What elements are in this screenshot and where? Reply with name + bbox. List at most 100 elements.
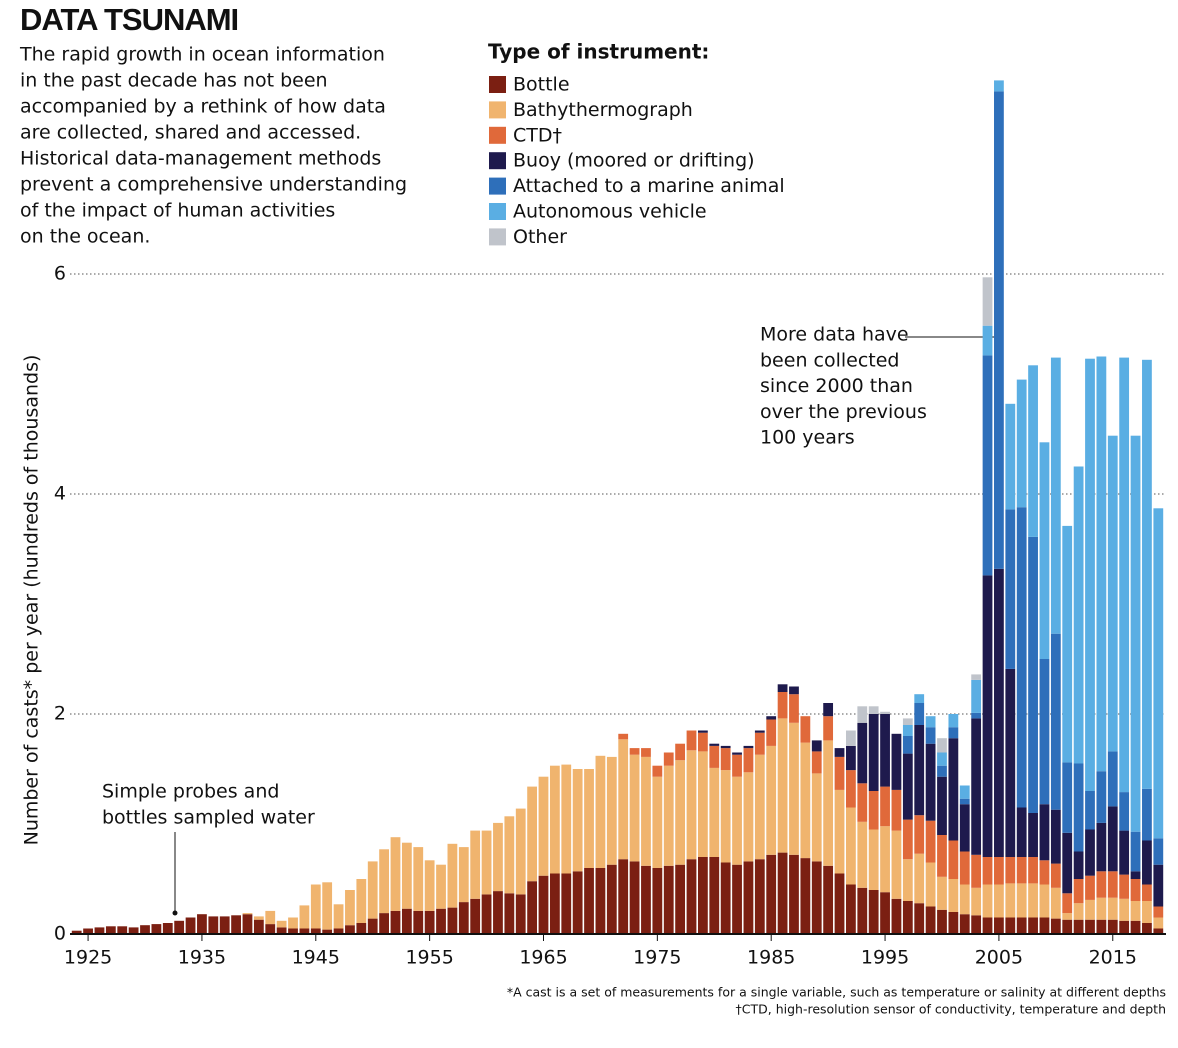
bar-segment: [1028, 813, 1038, 857]
bar-segment: [971, 712, 982, 719]
bar-segment: [823, 740, 834, 866]
legend-swatch: [489, 126, 506, 144]
bar-segment: [1142, 923, 1152, 934]
bar-segment: [561, 873, 572, 934]
bar-segment: [937, 776, 947, 835]
legend-swatch: [489, 152, 506, 170]
bar-segment: [481, 894, 492, 934]
bar-segment: [789, 722, 799, 855]
bar-segment: [265, 910, 276, 925]
bar-segment: [1119, 830, 1130, 875]
bar-segment: [299, 905, 310, 929]
subtitle-line: of the impact of human activities: [20, 200, 335, 222]
bar-segment: [994, 884, 1004, 918]
bar-segment: [618, 859, 629, 934]
bar-segment: [880, 826, 890, 893]
bar-segment: [584, 769, 594, 868]
bar-segment: [1028, 857, 1038, 884]
bar-segment: [720, 748, 731, 771]
bar-segment: [652, 868, 663, 934]
bar-segment: [914, 853, 925, 904]
bar-segment: [834, 748, 845, 757]
bar-segment: [846, 884, 856, 934]
bar-segment: [1096, 822, 1107, 872]
bar-segment: [1085, 919, 1095, 934]
bar-segment: [128, 927, 139, 934]
bar-segment: [834, 873, 845, 934]
bar-segment: [549, 873, 560, 934]
legend-label: Attached to a marine animal: [513, 175, 785, 197]
bar-segment: [515, 894, 526, 934]
annotation-line: over the previous: [760, 401, 927, 423]
bar-segment: [481, 830, 492, 895]
bar-segment: [697, 751, 708, 857]
bar-segment: [1142, 901, 1152, 923]
bar-segment: [777, 692, 788, 719]
bar-segment: [641, 865, 651, 934]
bar-segment: [959, 914, 970, 934]
bar-segment: [1005, 857, 1016, 884]
bar-segment: [1005, 509, 1016, 669]
bar-segment: [686, 750, 697, 860]
bar-segment: [1107, 806, 1118, 872]
bar-segment: [242, 913, 253, 915]
bar-segment: [1039, 860, 1050, 885]
legend-label: Buoy (moored or drifting): [513, 150, 755, 172]
bar-segment: [527, 881, 538, 934]
bar-segment: [1028, 883, 1038, 918]
bar-segment: [504, 893, 515, 934]
bar-segment: [1119, 920, 1130, 934]
bar-segment: [333, 904, 344, 929]
subtitle-line: are collected, shared and accessed.: [20, 122, 361, 144]
bar-segment: [322, 882, 333, 930]
annotation-line: 100 years: [760, 427, 855, 449]
bar-segment: [1085, 791, 1095, 830]
bar-segment: [732, 752, 742, 755]
bar-segment: [994, 91, 1004, 569]
bar-segment: [1107, 751, 1118, 807]
bar-segment: [1085, 358, 1095, 791]
legend-label: Bottle: [513, 74, 570, 96]
bar-segment: [538, 875, 549, 934]
bar-segment: [834, 789, 845, 874]
bar-segment: [982, 355, 993, 576]
bar-segment: [470, 898, 481, 934]
bar-segment: [686, 730, 697, 751]
bar-segment: [709, 767, 720, 857]
bar-segment: [117, 926, 128, 934]
bar-segment: [925, 743, 936, 821]
bar-segment: [401, 842, 412, 909]
bar-segment: [709, 745, 720, 768]
bar-segment: [937, 752, 947, 766]
bar-segment: [789, 686, 799, 695]
x-tick-label: 1925: [64, 947, 112, 969]
bar-segment: [1073, 763, 1084, 852]
bar-segment: [914, 703, 925, 725]
bar-segment: [1016, 807, 1027, 857]
bar-segment: [572, 871, 583, 934]
bar-segment: [994, 80, 1004, 92]
bar-segment: [971, 854, 982, 888]
bar-segment: [800, 716, 811, 743]
bar-segment: [367, 918, 378, 934]
bar-segment: [1130, 901, 1141, 921]
bar-segment: [937, 738, 947, 753]
subtitle-line: accompanied by a rethink of how data: [20, 96, 386, 118]
bar-segment: [629, 748, 640, 755]
legend-label: CTD†: [513, 124, 562, 146]
bar-segment: [1016, 883, 1027, 918]
annotation-line: since 2000 than: [760, 375, 913, 397]
bar-segment: [857, 821, 868, 888]
bar-segment: [697, 730, 708, 733]
bar-segment: [94, 927, 105, 934]
bar-segment: [356, 923, 367, 934]
bar-segment: [948, 840, 959, 879]
bar-segment: [754, 859, 765, 934]
bar-segment: [1153, 838, 1164, 865]
bar-segment: [686, 859, 697, 934]
legend-swatch: [489, 101, 506, 119]
subtitle-line: The rapid growth in ocean information: [19, 44, 385, 66]
bar-segment: [823, 716, 834, 741]
bar-segment: [538, 776, 549, 876]
